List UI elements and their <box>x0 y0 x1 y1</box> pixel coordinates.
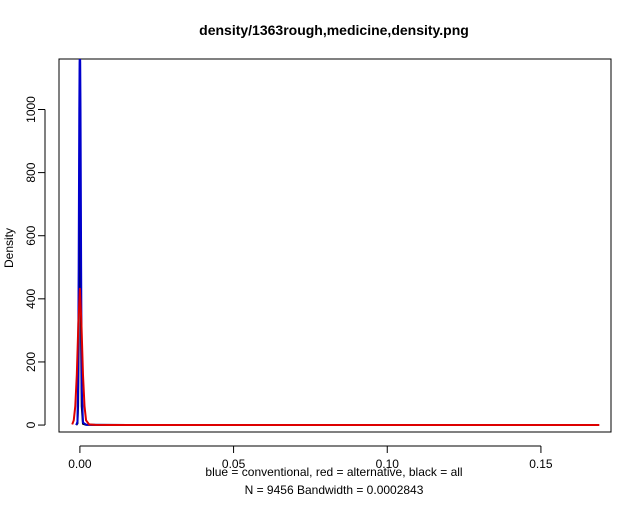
x-tick-label: 0.10 <box>376 457 400 471</box>
x-axis: 0.00 0.05 0.10 0.15 <box>68 445 553 471</box>
y-tick-label: 600 <box>24 225 38 245</box>
y-tick-label: 800 <box>24 162 38 182</box>
x-tick-label: 0.00 <box>68 457 92 471</box>
density-series-line <box>71 287 600 427</box>
y-axis-label: Density <box>2 228 16 268</box>
x-tick-label: 0.05 <box>222 457 246 471</box>
density-series-line <box>75 59 597 427</box>
y-tick-label: 200 <box>24 352 38 372</box>
y-axis: 0 200 400 600 800 1000 <box>24 96 46 428</box>
y-tick-label: 0 <box>24 421 38 428</box>
y-tick-label: 1000 <box>24 96 38 123</box>
y-tick-label: 400 <box>24 288 38 308</box>
series-layer <box>71 59 600 427</box>
x-tick-label: 0.15 <box>529 457 553 471</box>
x-axis-sublabel: N = 9456 Bandwidth = 0.0002843 <box>245 483 424 497</box>
series-group <box>71 59 600 427</box>
chart-title: density/1363rough,medicine,density.png <box>199 22 469 38</box>
x-axis-label: blue = conventional, red = alternative, … <box>205 465 462 479</box>
plot-frame <box>58 58 612 433</box>
density-series-line <box>75 67 597 427</box>
